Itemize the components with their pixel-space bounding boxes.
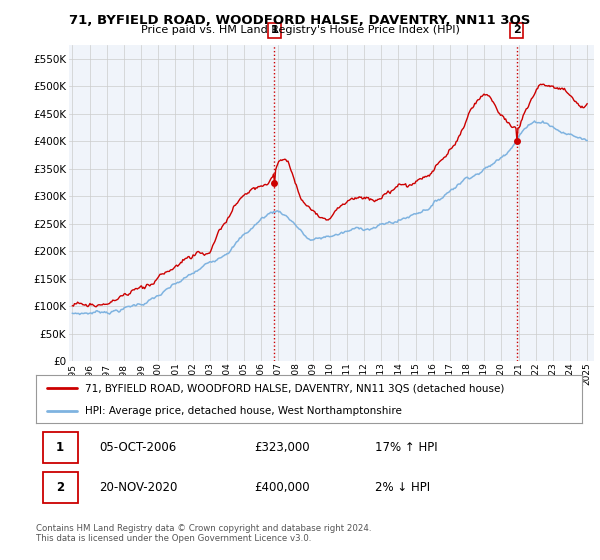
Text: 05-OCT-2006: 05-OCT-2006	[99, 441, 176, 454]
Text: 2% ↓ HPI: 2% ↓ HPI	[374, 481, 430, 494]
Text: £323,000: £323,000	[254, 441, 310, 454]
Text: 1: 1	[271, 25, 278, 35]
FancyBboxPatch shape	[43, 473, 78, 503]
Text: 71, BYFIELD ROAD, WOODFORD HALSE, DAVENTRY, NN11 3QS (detached house): 71, BYFIELD ROAD, WOODFORD HALSE, DAVENT…	[85, 383, 505, 393]
Text: 1: 1	[56, 441, 64, 454]
Text: £400,000: £400,000	[254, 481, 310, 494]
Text: 2: 2	[513, 25, 520, 35]
Text: Price paid vs. HM Land Registry's House Price Index (HPI): Price paid vs. HM Land Registry's House …	[140, 25, 460, 35]
Text: 17% ↑ HPI: 17% ↑ HPI	[374, 441, 437, 454]
Text: 20-NOV-2020: 20-NOV-2020	[99, 481, 177, 494]
FancyBboxPatch shape	[43, 432, 78, 463]
Text: 71, BYFIELD ROAD, WOODFORD HALSE, DAVENTRY, NN11 3QS: 71, BYFIELD ROAD, WOODFORD HALSE, DAVENT…	[70, 14, 530, 27]
Text: HPI: Average price, detached house, West Northamptonshire: HPI: Average price, detached house, West…	[85, 406, 402, 416]
Text: Contains HM Land Registry data © Crown copyright and database right 2024.
This d: Contains HM Land Registry data © Crown c…	[36, 524, 371, 543]
Text: 2: 2	[56, 481, 64, 494]
